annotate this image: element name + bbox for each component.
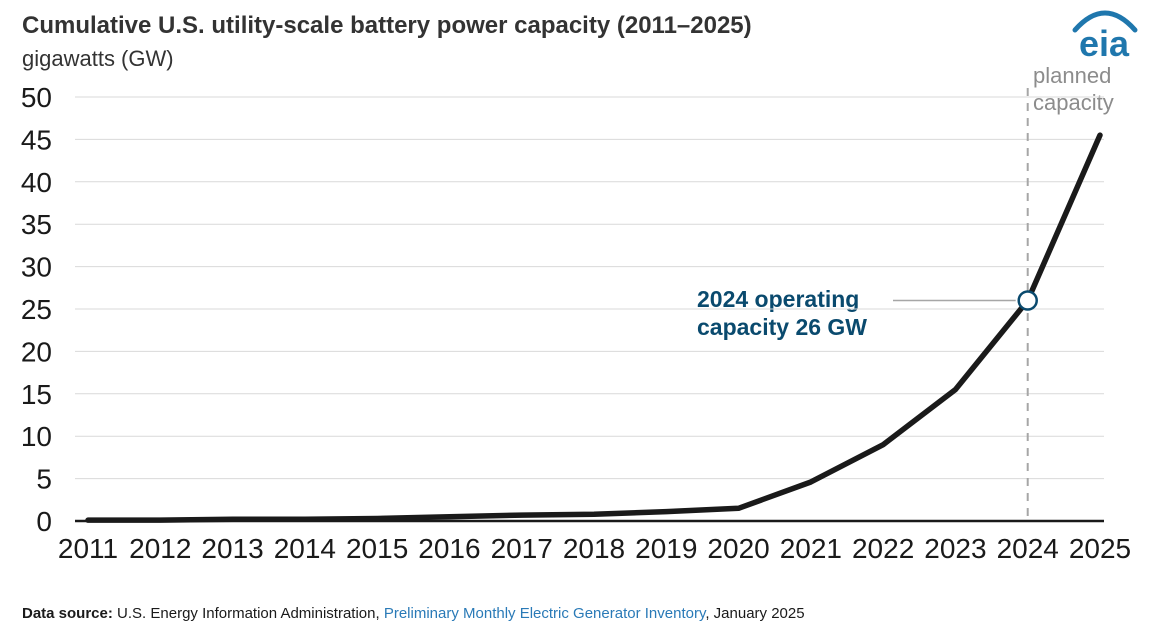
x-axis-tick-label: 2020: [707, 533, 769, 564]
data-source-prefix: Data source:: [22, 605, 113, 622]
x-axis-tick-label: 2023: [924, 533, 986, 564]
y-axis-tick-label: 25: [21, 294, 52, 325]
chart-title: Cumulative U.S. utility-scale battery po…: [22, 12, 752, 39]
x-axis-tick-label: 2025: [1069, 533, 1131, 564]
capacity-line: [85, 132, 1103, 523]
operating-capacity-annotation: 2024 operating capacity 26 GW: [697, 285, 867, 341]
x-axis-tick-label: 2024: [997, 533, 1059, 564]
x-axis-tick-label: 2015: [346, 533, 408, 564]
annotation-line1: 2024 operating: [697, 286, 860, 312]
data-source-text: U.S. Energy Information Administration,: [112, 605, 384, 622]
operating-capacity-marker: [1017, 290, 1038, 311]
chart-units-label: gigawatts (GW): [22, 46, 174, 71]
x-axis-tick-label: 2016: [418, 533, 480, 564]
x-axis-tick-label: 2022: [852, 533, 914, 564]
data-source-link[interactable]: Preliminary Monthly Electric Generator I…: [383, 605, 706, 622]
y-axis-tick-label: 10: [21, 421, 52, 452]
y-axis-tick-label: 20: [21, 336, 52, 367]
eia-logo-text: eia: [1079, 23, 1130, 58]
eia-logo-swoosh: [1072, 10, 1138, 33]
x-axis-tick-label: 2021: [780, 533, 842, 564]
y-axis-tick-label: 15: [21, 379, 52, 410]
data-source-suffix: , January 2025: [705, 605, 805, 622]
y-axis-tick-label: 50: [21, 85, 52, 113]
x-axis-tick-label: 2012: [129, 533, 191, 564]
eia-logo: eia: [1072, 10, 1138, 58]
planned-capacity-label: planned capacity: [1033, 63, 1114, 115]
x-axis-tick-label: 2013: [201, 533, 263, 564]
y-axis-tick-label: 5: [36, 464, 52, 495]
y-axis-tick-label: 45: [21, 124, 52, 155]
y-axis-tick-label: 0: [36, 506, 52, 537]
x-axis-tick-label: 2014: [274, 533, 336, 564]
x-axis-tick-label: 2017: [491, 533, 553, 564]
y-axis-tick-label: 30: [21, 252, 52, 283]
y-axis-tick-label: 40: [21, 167, 52, 198]
x-axis-tick-label: 2011: [58, 533, 118, 564]
data-source: Data source: U.S. Energy Information Adm…: [22, 605, 805, 622]
x-axis-tick-label: 2019: [635, 533, 697, 564]
annotation-line2: capacity 26 GW: [697, 314, 868, 340]
y-axis-tick-label: 35: [21, 209, 52, 240]
x-axis-tick-label: 2018: [563, 533, 625, 564]
